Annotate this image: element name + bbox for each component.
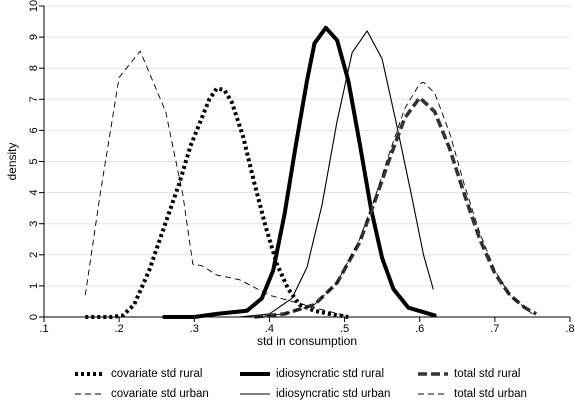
- y-axis-label: density: [5, 142, 19, 180]
- legend-label-total-std-rural: total std rural: [454, 368, 520, 380]
- series-line-idiosyncratic-std-rural: [162, 25, 437, 319]
- series-line-covariate-std-urban: [84, 50, 345, 316]
- y-tick-label: 6: [28, 127, 40, 133]
- y-tick-label: 9: [28, 34, 40, 40]
- legend-label-idiosyncratic-std-urban: idiosyncratic std urban: [276, 388, 390, 400]
- series-line-idiosyncratic-std-urban: [238, 30, 434, 318]
- x-tick-label: .3: [190, 323, 199, 335]
- y-tick-label: 8: [28, 65, 40, 71]
- legend-label-total-std-urban: total std urban: [454, 388, 527, 400]
- series-lines: [84, 25, 538, 319]
- x-tick-label: .7: [490, 323, 499, 335]
- y-tick-label: 1: [28, 283, 40, 289]
- x-tick-label: .8: [565, 323, 574, 335]
- x-tick-label: .5: [340, 323, 349, 335]
- axes: .1 .2 .3 .4 .5 .6 .7 .8 0 1 2 3 4 5 6 7 8 9 10 std in consu…: [5, 0, 575, 348]
- series-line-total-std-urban: [254, 81, 533, 318]
- y-tick-label: 0: [28, 314, 40, 320]
- y-tick-label: 2: [28, 252, 40, 258]
- x-tick-label: .6: [415, 323, 424, 335]
- y-tick-label: 5: [28, 158, 40, 164]
- x-tick-label: .1: [39, 323, 48, 335]
- legend-label-covariate-std-rural: covariate std rural: [111, 368, 202, 380]
- legend: covariate std rural idiosyncratic std rur…: [75, 368, 527, 400]
- series-line-covariate-std-rural: [85, 86, 349, 319]
- x-tick-label: .2: [115, 323, 124, 335]
- y-tick-label: 10: [28, 0, 40, 12]
- y-tick-label: 4: [28, 190, 40, 196]
- x-tick-label: .4: [265, 323, 274, 335]
- grid-lines: [44, 5, 570, 287]
- legend-label-covariate-std-urban: covariate std urban: [111, 388, 209, 400]
- y-tick-label: 3: [28, 221, 40, 227]
- y-tick-label: 7: [28, 96, 40, 102]
- legend-label-idiosyncratic-std-rural: idiosyncratic std rural: [276, 368, 384, 380]
- x-axis-label: std in consumption: [257, 334, 357, 348]
